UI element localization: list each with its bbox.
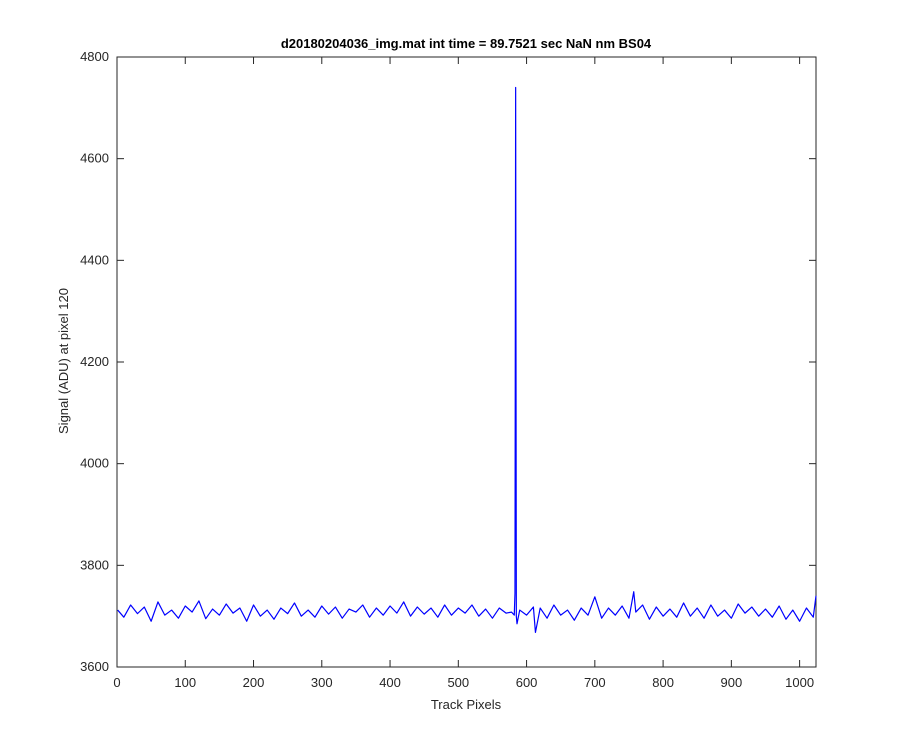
y-tick-label: 4400 [80, 252, 109, 267]
y-tick-label: 4600 [80, 151, 109, 166]
x-tick-label: 200 [243, 675, 265, 690]
y-tick-label: 3800 [80, 557, 109, 572]
y-tick-label: 3600 [80, 659, 109, 674]
x-tick-label: 1000 [785, 675, 814, 690]
x-tick-label: 0 [113, 675, 120, 690]
x-tick-label: 300 [311, 675, 333, 690]
y-axis: 3600 3800 4000 4200 4400 4600 4800 [80, 49, 816, 674]
y-axis-label: Signal (ADU) at pixel 120 [56, 288, 71, 434]
x-axis: 0 100 200 300 400 500 600 700 800 900 1000 [113, 57, 814, 690]
y-tick-label: 4000 [80, 456, 109, 471]
plot-area [116, 56, 817, 668]
series-line-0 [117, 86, 817, 634]
x-tick-label: 100 [174, 675, 196, 690]
chart-title: d20180204036_img.mat int time = 89.7521 … [281, 36, 652, 51]
x-tick-label: 600 [516, 675, 538, 690]
x-tick-label: 700 [584, 675, 606, 690]
x-tick-label: 800 [652, 675, 674, 690]
y-tick-label: 4200 [80, 354, 109, 369]
y-tick-label: 4800 [80, 49, 109, 64]
x-tick-label: 900 [721, 675, 743, 690]
x-tick-label: 500 [447, 675, 469, 690]
x-axis-label: Track Pixels [431, 697, 502, 712]
axes-box [116, 56, 817, 668]
x-tick-label: 400 [379, 675, 401, 690]
